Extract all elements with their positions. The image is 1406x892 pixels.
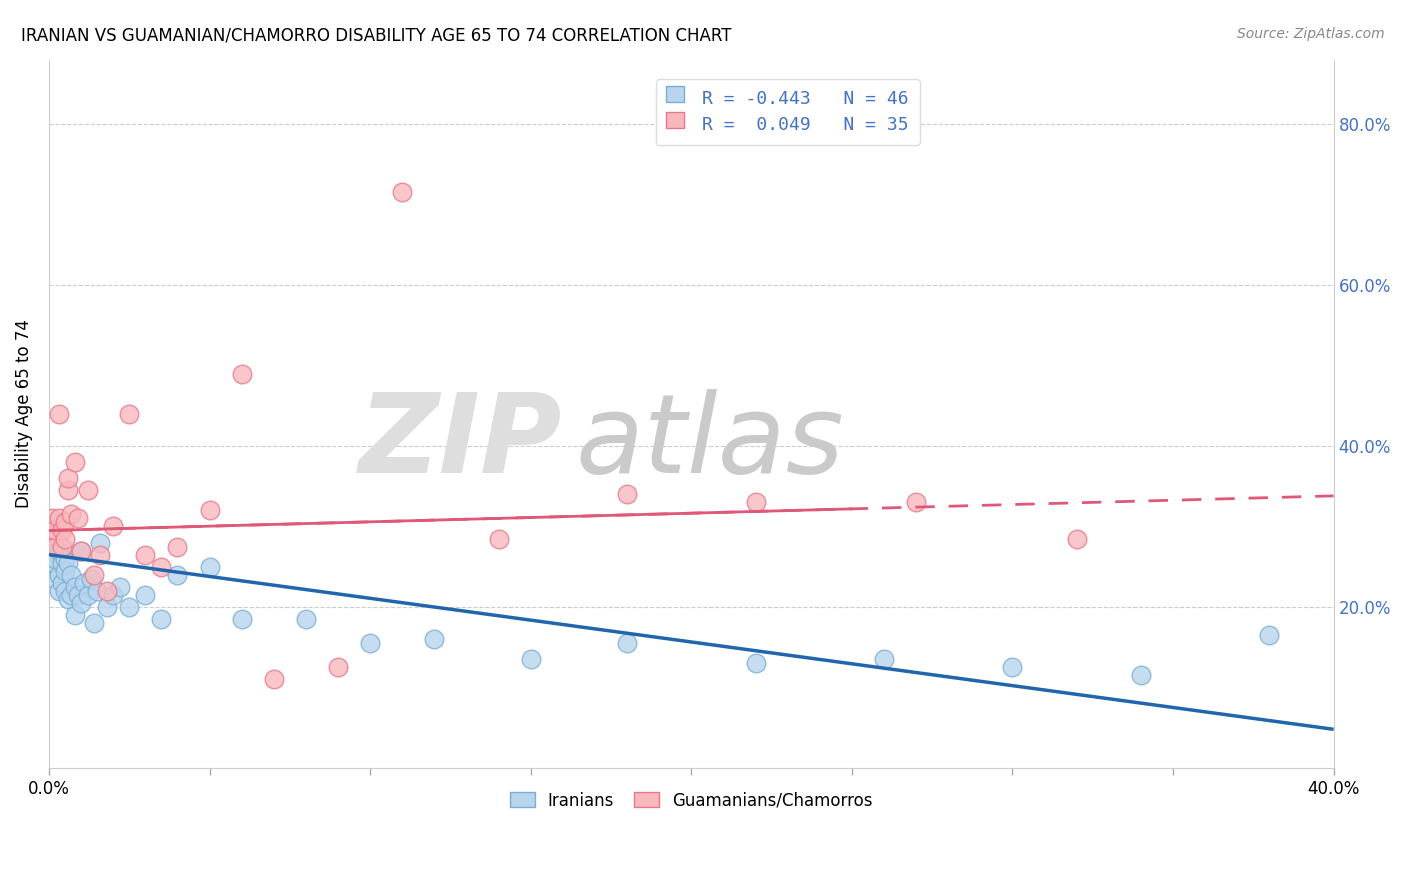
Point bbox=[53, 564, 76, 578]
Point bbox=[103, 519, 125, 533]
Point bbox=[58, 591, 80, 606]
Point bbox=[70, 543, 93, 558]
Point bbox=[83, 615, 105, 630]
Point bbox=[73, 575, 96, 590]
Point bbox=[53, 583, 76, 598]
Point bbox=[1001, 660, 1024, 674]
Point bbox=[44, 540, 66, 554]
Point bbox=[60, 567, 83, 582]
Point bbox=[423, 632, 446, 647]
Point bbox=[51, 540, 73, 554]
Point bbox=[48, 583, 70, 598]
Point bbox=[118, 599, 141, 614]
Point bbox=[48, 407, 70, 421]
Point bbox=[198, 559, 221, 574]
Point bbox=[41, 556, 63, 570]
Point bbox=[60, 508, 83, 522]
Point bbox=[231, 612, 253, 626]
Point bbox=[70, 543, 93, 558]
Legend: Iranians, Guamanians/Chamorros: Iranians, Guamanians/Chamorros bbox=[503, 785, 880, 816]
Point bbox=[873, 652, 896, 666]
Point bbox=[76, 588, 98, 602]
Text: atlas: atlas bbox=[575, 389, 845, 496]
Point bbox=[359, 636, 381, 650]
Point bbox=[86, 583, 108, 598]
Point bbox=[58, 556, 80, 570]
Point bbox=[63, 580, 86, 594]
Point bbox=[80, 572, 103, 586]
Point bbox=[44, 572, 66, 586]
Point bbox=[66, 588, 89, 602]
Point bbox=[108, 580, 131, 594]
Point bbox=[231, 367, 253, 381]
Point bbox=[58, 471, 80, 485]
Point bbox=[70, 596, 93, 610]
Point bbox=[89, 535, 111, 549]
Point bbox=[41, 511, 63, 525]
Point bbox=[48, 543, 70, 558]
Point bbox=[905, 495, 928, 509]
Point bbox=[89, 548, 111, 562]
Point bbox=[41, 527, 63, 541]
Point bbox=[63, 607, 86, 622]
Point bbox=[1258, 628, 1281, 642]
Text: IRANIAN VS GUAMANIAN/CHAMORRO DISABILITY AGE 65 TO 74 CORRELATION CHART: IRANIAN VS GUAMANIAN/CHAMORRO DISABILITY… bbox=[21, 27, 731, 45]
Point bbox=[60, 588, 83, 602]
Point bbox=[103, 588, 125, 602]
Text: Source: ZipAtlas.com: Source: ZipAtlas.com bbox=[1237, 27, 1385, 41]
Point bbox=[51, 524, 73, 538]
Point bbox=[295, 612, 318, 626]
Point bbox=[41, 543, 63, 558]
Point bbox=[53, 532, 76, 546]
Point bbox=[48, 511, 70, 525]
Point bbox=[263, 673, 285, 687]
Point bbox=[48, 567, 70, 582]
Point bbox=[51, 556, 73, 570]
Y-axis label: Disability Age 65 to 74: Disability Age 65 to 74 bbox=[15, 319, 32, 508]
Point bbox=[744, 657, 766, 671]
Point bbox=[53, 551, 76, 566]
Point bbox=[44, 524, 66, 538]
Point bbox=[166, 567, 188, 582]
Point bbox=[519, 652, 541, 666]
Point bbox=[134, 588, 156, 602]
Point bbox=[58, 483, 80, 498]
Point bbox=[51, 575, 73, 590]
Point bbox=[488, 532, 510, 546]
Point bbox=[83, 567, 105, 582]
Point bbox=[198, 503, 221, 517]
Point bbox=[63, 455, 86, 469]
Point bbox=[150, 612, 173, 626]
Point bbox=[150, 559, 173, 574]
Point bbox=[1066, 532, 1088, 546]
Point bbox=[1129, 668, 1152, 682]
Point bbox=[66, 511, 89, 525]
Point bbox=[326, 660, 349, 674]
Point bbox=[118, 407, 141, 421]
Text: ZIP: ZIP bbox=[360, 389, 562, 496]
Point bbox=[744, 495, 766, 509]
Point bbox=[53, 516, 76, 530]
Point bbox=[166, 540, 188, 554]
Point bbox=[616, 636, 638, 650]
Point bbox=[616, 487, 638, 501]
Point bbox=[76, 483, 98, 498]
Point bbox=[391, 186, 413, 200]
Point bbox=[134, 548, 156, 562]
Point bbox=[44, 551, 66, 566]
Point bbox=[96, 583, 118, 598]
Point bbox=[96, 599, 118, 614]
